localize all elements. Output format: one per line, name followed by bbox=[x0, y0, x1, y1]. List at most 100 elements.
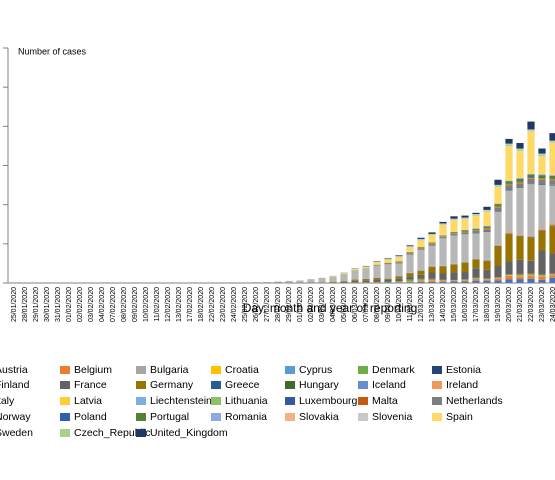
bar-segment bbox=[494, 278, 502, 281]
legend-label: Germany bbox=[150, 379, 194, 391]
bar-segment bbox=[483, 227, 491, 230]
x-tick-label: 04/02/2020 bbox=[99, 287, 106, 322]
bar-segment bbox=[527, 174, 535, 177]
x-tick-label: 26/02/2020 bbox=[253, 287, 260, 322]
bar-segment bbox=[516, 150, 524, 178]
bar-segment bbox=[263, 282, 271, 283]
bar-segment bbox=[505, 143, 513, 145]
bar-segment bbox=[483, 259, 491, 261]
x-tick-label: 25/02/2020 bbox=[242, 287, 249, 322]
bar-segment bbox=[483, 211, 491, 226]
x-tick-label: 03/03/2020 bbox=[319, 287, 326, 322]
bar-segment bbox=[406, 279, 414, 282]
bar-segment bbox=[461, 230, 469, 232]
legend-label: Lithuania bbox=[225, 395, 268, 407]
bar-segment bbox=[450, 219, 458, 232]
bar-segment bbox=[483, 231, 491, 233]
bar-segment bbox=[505, 275, 513, 280]
bar-segment bbox=[461, 234, 469, 262]
x-tick-label: 12/02/2020 bbox=[165, 287, 172, 322]
bar-segment bbox=[428, 242, 436, 245]
x-tick-label: 05/03/2020 bbox=[341, 287, 348, 322]
legend-label: United_Kingdom bbox=[150, 427, 228, 439]
bar-segment bbox=[483, 279, 491, 281]
legend-swatch bbox=[136, 366, 146, 374]
bar-segment bbox=[527, 129, 535, 131]
bar-segment bbox=[417, 270, 425, 275]
x-tick-label: 10/02/2020 bbox=[143, 287, 150, 322]
bar-segment bbox=[527, 130, 535, 132]
bar-segment bbox=[549, 175, 555, 179]
bar-segment bbox=[494, 207, 502, 212]
bar-segment bbox=[373, 265, 381, 266]
bar-segment bbox=[472, 213, 480, 215]
bar-segment bbox=[516, 178, 524, 182]
bar-segment bbox=[527, 184, 535, 236]
bar-segment bbox=[505, 232, 513, 234]
legend-swatch bbox=[358, 381, 368, 389]
x-tick-label: 07/02/2020 bbox=[110, 287, 117, 322]
bar-segment bbox=[483, 206, 491, 210]
x-tick-label: 09/02/2020 bbox=[132, 287, 139, 322]
bar-segment bbox=[373, 265, 381, 278]
legend-label: Belgium bbox=[74, 364, 112, 376]
x-tick-label: 08/02/2020 bbox=[121, 287, 128, 322]
bar-segment bbox=[428, 281, 436, 283]
bar-segment bbox=[417, 249, 425, 271]
legend-label: Romania bbox=[225, 411, 267, 423]
bar-segment bbox=[439, 235, 447, 237]
bar-segment bbox=[472, 229, 480, 231]
bar-segment bbox=[450, 264, 458, 273]
bar-segment bbox=[549, 185, 555, 224]
bar-segment bbox=[516, 274, 524, 276]
bar-segment bbox=[340, 274, 348, 282]
bar-segment bbox=[428, 272, 436, 279]
bar-segment bbox=[406, 246, 414, 248]
bar-segment bbox=[494, 185, 502, 187]
bar-segment bbox=[450, 232, 458, 233]
bar-segment bbox=[516, 143, 524, 149]
x-tick-label: 25/01/2020 bbox=[11, 287, 18, 322]
bar-segment bbox=[428, 232, 436, 234]
x-tick-label: 27/02/2020 bbox=[264, 287, 271, 322]
bar-segment bbox=[538, 178, 546, 180]
legend-swatch bbox=[358, 413, 368, 421]
bar-segment bbox=[549, 175, 555, 176]
bar-segment bbox=[461, 280, 469, 282]
x-tick-label: 03/02/2020 bbox=[88, 287, 95, 322]
legend-label: Slovenia bbox=[372, 411, 412, 423]
legend-swatch bbox=[285, 397, 295, 405]
bar-segment bbox=[516, 183, 524, 188]
x-tick-label: 28/02/2020 bbox=[275, 287, 282, 322]
legend-swatch bbox=[211, 397, 221, 405]
bar-segment bbox=[439, 238, 447, 266]
bar-segment bbox=[417, 239, 425, 241]
legend-swatch bbox=[432, 366, 442, 374]
bar-segment bbox=[472, 214, 480, 216]
bar-segment bbox=[505, 234, 513, 262]
bar-segment bbox=[351, 270, 359, 280]
bar-segment bbox=[384, 263, 392, 265]
bar-segment bbox=[439, 221, 447, 224]
bar-segment bbox=[406, 253, 414, 255]
bar-segment bbox=[494, 179, 502, 185]
x-tick-label: 23/02/2020 bbox=[220, 287, 227, 322]
bar-segment bbox=[505, 190, 513, 233]
bar-segment bbox=[450, 280, 458, 282]
x-tick-label: 01/03/2020 bbox=[297, 287, 304, 322]
bar-segment bbox=[549, 277, 555, 283]
bar-segment bbox=[483, 269, 491, 279]
bar-segment bbox=[417, 281, 425, 283]
bar-segment bbox=[483, 232, 491, 260]
x-tick-label: 30/01/2020 bbox=[44, 287, 51, 322]
bar-segment bbox=[527, 183, 535, 185]
x-tick-label: 10/03/2020 bbox=[396, 287, 403, 322]
x-tick-label: 16/03/2020 bbox=[462, 287, 469, 322]
bar-segment bbox=[505, 279, 513, 283]
bar-segment bbox=[538, 276, 546, 280]
bar-segment bbox=[417, 248, 425, 250]
bar-segment bbox=[340, 281, 348, 282]
legend-label: Latvia bbox=[74, 395, 102, 407]
bar-segment bbox=[483, 209, 491, 211]
bar-segment bbox=[538, 274, 546, 276]
